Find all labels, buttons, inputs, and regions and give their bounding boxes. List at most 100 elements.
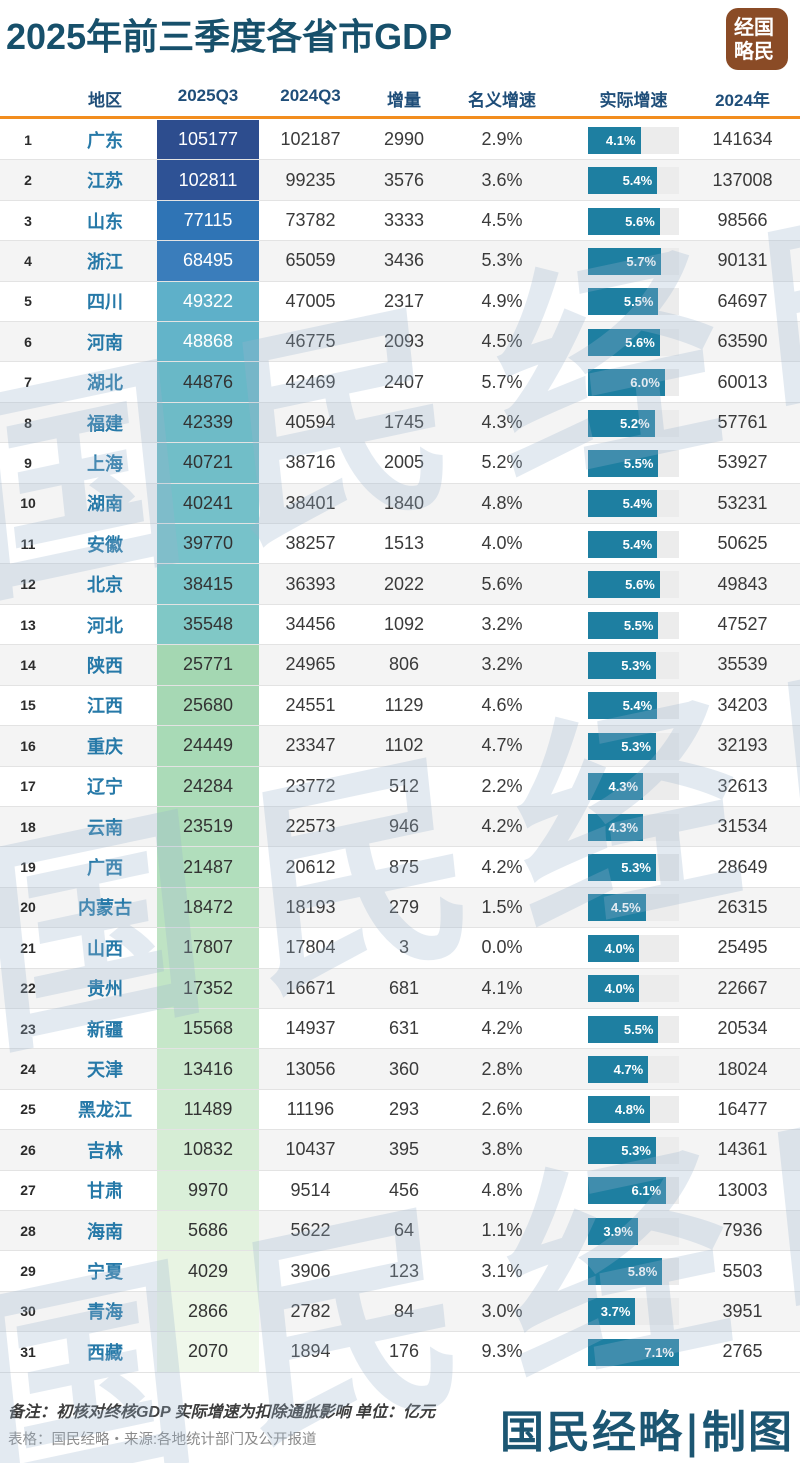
gdp-2024q3-cell: 11196 bbox=[286, 1098, 335, 1119]
table-row: 17 辽宁 24284 23772 512 2.2% 4.3% 32613 bbox=[0, 766, 800, 807]
region-cell: 广东 bbox=[87, 130, 123, 151]
nominal-growth-cell: 4.2% bbox=[481, 856, 523, 877]
rank-cell: 30 bbox=[20, 1303, 36, 1320]
real-growth-track: 5.3% bbox=[588, 1136, 679, 1164]
column-header-region: 地区 bbox=[88, 91, 122, 110]
gdp-2024q3-cell: 34456 bbox=[285, 614, 336, 635]
delta-cell: 512 bbox=[388, 775, 420, 796]
real-growth-bar: 6.1% bbox=[588, 1177, 667, 1205]
table-row: 9 上海 40721 38716 2005 5.2% 5.5% 53927 bbox=[0, 443, 800, 484]
real-growth-bar: 4.5% bbox=[588, 894, 646, 922]
rank-cell: 18 bbox=[20, 818, 36, 835]
delta-cell: 456 bbox=[388, 1179, 420, 1200]
gdp-2025q3-cell: 13416 bbox=[157, 1049, 259, 1089]
delta-cell: 1092 bbox=[383, 614, 425, 635]
column-header-2025q3: 2025Q3 bbox=[177, 86, 239, 105]
real-growth-track: 5.6% bbox=[588, 328, 679, 356]
real-growth-track: 6.1% bbox=[588, 1177, 679, 1205]
column-header-real-growth: 实际增速 bbox=[599, 91, 668, 110]
nominal-growth-cell: 1.1% bbox=[481, 1220, 523, 1241]
gdp-2024-cell: 22667 bbox=[717, 977, 768, 998]
table-row: 10 湖南 40241 38401 1840 4.8% 5.4% 53231 bbox=[0, 483, 800, 525]
real-growth-label: 5.3% bbox=[621, 1142, 651, 1158]
real-growth-bar: 5.4% bbox=[588, 530, 658, 558]
gdp-2024q3-cell: 36393 bbox=[285, 573, 336, 594]
nominal-growth-cell: 4.9% bbox=[481, 290, 523, 311]
gdp-2024-cell: 137008 bbox=[712, 169, 773, 190]
table-row: 24 天津 13416 13056 360 2.8% 4.7% 18024 bbox=[0, 1049, 800, 1090]
gdp-2024-cell: 3951 bbox=[722, 1300, 763, 1321]
gdp-2025q3-cell: 4029 bbox=[157, 1251, 259, 1291]
real-growth-track: 4.1% bbox=[588, 126, 679, 154]
gdp-2024-cell: 20534 bbox=[717, 1018, 768, 1039]
real-growth-label: 4.1% bbox=[605, 132, 636, 148]
region-cell: 湖北 bbox=[87, 373, 123, 394]
real-growth-bar: 7.1% bbox=[588, 1338, 679, 1366]
gdp-2024q3-cell: 23772 bbox=[285, 775, 336, 796]
real-growth-bar: 5.2% bbox=[588, 409, 655, 437]
real-growth-track: 5.5% bbox=[588, 611, 679, 639]
table-row: 29 宁夏 4029 3906 123 3.1% 5.8% 5503 bbox=[0, 1251, 800, 1292]
gdp-2024q3-cell: 10437 bbox=[285, 1139, 336, 1160]
nominal-growth-cell: 9.3% bbox=[481, 1341, 523, 1362]
real-growth-label: 5.3% bbox=[621, 738, 651, 754]
table-row: 4 浙江 68495 65059 3436 5.3% 5.7% 90131 bbox=[0, 241, 800, 282]
delta-cell: 176 bbox=[388, 1341, 420, 1362]
gdp-2025q3-cell: 49322 bbox=[157, 281, 259, 322]
delta-cell: 1102 bbox=[384, 735, 424, 756]
table-row: 15 江西 25680 24551 1129 4.6% 5.4% 34203 bbox=[0, 685, 800, 727]
rank-cell: 27 bbox=[20, 1182, 36, 1199]
real-growth-bar: 5.4% bbox=[588, 167, 658, 195]
gdp-2025q3-cell: 44876 bbox=[157, 362, 259, 402]
nominal-growth-cell: 4.2% bbox=[481, 1018, 523, 1039]
real-growth-label: 5.6% bbox=[625, 577, 655, 593]
table-row: 16 重庆 24449 23347 1102 4.7% 5.3% 32193 bbox=[0, 726, 800, 767]
gdp-2024-cell: 60013 bbox=[717, 371, 768, 392]
region-cell: 上海 bbox=[87, 453, 123, 474]
region-cell: 甘肃 bbox=[87, 1181, 123, 1202]
brand-logo: 经国 略民 bbox=[726, 8, 788, 70]
gdp-2024q3-cell: 102187 bbox=[280, 129, 341, 150]
rank-cell: 19 bbox=[20, 859, 36, 876]
real-growth-label: 4.7% bbox=[613, 1062, 644, 1078]
footnote-remark: 备注：初核对终核GDP 实际增速为扣除通胀影响 单位：亿元 bbox=[8, 1404, 435, 1421]
gdp-2025q3-cell: 15568 bbox=[157, 1008, 259, 1049]
brand-logo-line1: 经国 bbox=[734, 14, 774, 39]
real-growth-track: 5.6% bbox=[588, 207, 679, 235]
real-growth-label: 5.7% bbox=[626, 253, 657, 269]
region-cell: 重庆 bbox=[87, 736, 123, 757]
real-growth-bar: 5.6% bbox=[588, 328, 660, 356]
rank-cell: 22 bbox=[20, 980, 36, 997]
table-body: 1 广东 105177 102187 2990 2.9% 4.1% 141634 2 江苏 1028… bbox=[0, 120, 800, 1373]
gdp-2024-cell: 57761 bbox=[717, 412, 768, 433]
region-cell: 黑龙江 bbox=[78, 1100, 132, 1121]
region-cell: 江西 bbox=[87, 696, 123, 717]
gdp-2024q3-cell: 9514 bbox=[290, 1179, 331, 1200]
region-cell: 河北 bbox=[87, 615, 123, 636]
brand-logo-line2: 略民 bbox=[734, 38, 774, 63]
table-row: 7 湖北 44876 42469 2407 5.7% 6.0% 60013 bbox=[0, 362, 800, 403]
delta-cell: 2022 bbox=[383, 573, 425, 594]
delta-cell: 2005 bbox=[383, 452, 425, 473]
region-cell: 福建 bbox=[87, 413, 123, 434]
table-header-row: 地区 2025Q3 2024Q3 增量 名义增速 实际增速 2024年 bbox=[0, 86, 800, 116]
real-growth-track: 5.4% bbox=[588, 167, 679, 195]
real-growth-track: 6.0% bbox=[588, 369, 679, 397]
real-growth-label: 5.3% bbox=[621, 657, 651, 673]
region-cell: 辽宁 bbox=[87, 777, 123, 798]
real-growth-track: 5.3% bbox=[588, 854, 679, 881]
gdp-2025q3-cell: 5686 bbox=[157, 1210, 259, 1251]
gdp-2024-cell: 31534 bbox=[717, 816, 768, 837]
gdp-2025q3-cell: 10832 bbox=[157, 1130, 259, 1170]
nominal-growth-cell: 0.0% bbox=[481, 937, 523, 958]
real-growth-label: 5.4% bbox=[622, 698, 653, 714]
header-divider-rule bbox=[0, 116, 800, 119]
real-growth-track: 5.5% bbox=[588, 1015, 679, 1043]
rank-cell: 15 bbox=[20, 697, 36, 714]
gdp-2024q3-cell: 38257 bbox=[285, 533, 336, 554]
rank-cell: 6 bbox=[24, 333, 32, 350]
gdp-2024-cell: 53231 bbox=[717, 492, 768, 513]
real-growth-bar: 3.7% bbox=[588, 1298, 636, 1326]
real-growth-track: 5.4% bbox=[588, 490, 679, 518]
region-cell: 北京 bbox=[87, 575, 123, 596]
